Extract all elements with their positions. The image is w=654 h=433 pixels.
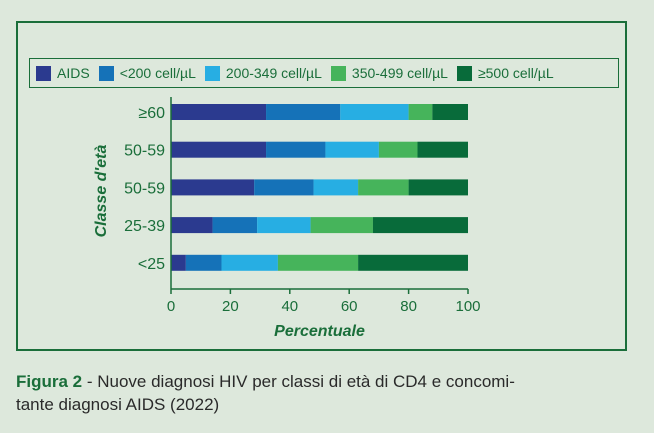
bar-segment [310, 217, 373, 234]
legend-label: <200 cell/µL [119, 65, 196, 81]
legend-item-2: 200-349 cell/µL [204, 65, 322, 81]
figure-label: Figura 2 [16, 372, 83, 391]
bar-segment [266, 141, 326, 158]
bar-segment [378, 141, 418, 158]
category-label: ≥60 [138, 105, 165, 122]
bar-segment [212, 217, 258, 234]
figure-frame [16, 21, 627, 351]
bar-segment [277, 254, 359, 271]
bar-segment [171, 141, 267, 158]
caption-text-line1: - Nuove diagnosi HIV per classi di età d… [82, 372, 515, 391]
bar-segment [372, 217, 468, 234]
bar-segment [185, 254, 222, 271]
x-axis-title: Percentuale [274, 323, 365, 340]
bar-segment [171, 179, 255, 196]
category-label: 50-59 [124, 143, 165, 160]
x-tick-label: 0 [167, 298, 175, 315]
x-tick-label: 60 [341, 298, 358, 315]
bar-segment [432, 104, 468, 120]
x-tick-label: 20 [222, 298, 239, 315]
bar-segment [358, 254, 468, 271]
legend-label: ≥500 cell/µL [477, 65, 554, 81]
category-label: 25-39 [124, 218, 165, 235]
x-tick-label: 100 [455, 298, 480, 315]
legend-swatch [330, 65, 346, 81]
x-tick-label: 80 [400, 298, 417, 315]
bar-segment [254, 179, 314, 196]
legend-swatch [36, 65, 51, 81]
bar-segment [266, 104, 341, 120]
bar-segment [408, 179, 468, 196]
legend-item-0: AIDS [36, 65, 90, 81]
bar-segment [408, 104, 433, 120]
legend-label: AIDS [57, 65, 90, 81]
category-label: <25 [138, 256, 165, 273]
bar-segment [325, 141, 379, 158]
bar-segment [340, 104, 409, 120]
caption-text-line2: tante diagnosi AIDS (2022) [16, 395, 220, 414]
bar-segment [313, 179, 359, 196]
bar-segment [257, 217, 311, 234]
legend-swatch [456, 65, 472, 81]
legend-item-3: 350-499 cell/µL [330, 65, 448, 81]
legend-swatch [204, 65, 220, 81]
figure-caption: Figura 2 - Nuove diagnosi HIV per classi… [16, 370, 636, 416]
bar-segment [358, 179, 409, 196]
category-label: 50-59 [124, 180, 165, 197]
chart-legend: AIDS <200 cell/µL 200-349 cell/µL 350-499 c… [29, 58, 619, 88]
legend-item-1: <200 cell/µL [98, 65, 196, 81]
bar-segment [171, 254, 186, 271]
legend-label: 200-349 cell/µL [225, 65, 322, 81]
bar-segment [221, 254, 278, 271]
legend-item-4: ≥500 cell/µL [456, 65, 554, 81]
bar-segment [171, 104, 267, 120]
bar-segment [417, 141, 468, 158]
legend-swatch [98, 65, 114, 81]
legend-label: 350-499 cell/µL [351, 65, 448, 81]
y-axis-title: Classe d'età [93, 145, 110, 238]
bar-segment [171, 217, 213, 234]
x-tick-label: 40 [281, 298, 298, 315]
